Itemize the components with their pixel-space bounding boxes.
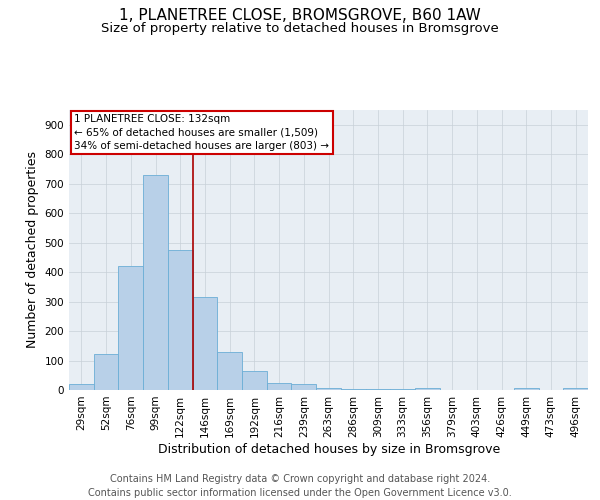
Bar bbox=[193, 297, 217, 390]
Bar bbox=[514, 388, 539, 390]
Bar bbox=[341, 388, 365, 390]
Text: Contains HM Land Registry data © Crown copyright and database right 2024.
Contai: Contains HM Land Registry data © Crown c… bbox=[88, 474, 512, 498]
Text: 1, PLANETREE CLOSE, BROMSGROVE, B60 1AW: 1, PLANETREE CLOSE, BROMSGROVE, B60 1AW bbox=[119, 8, 481, 22]
Text: 1 PLANETREE CLOSE: 132sqm
← 65% of detached houses are smaller (1,509)
34% of se: 1 PLANETREE CLOSE: 132sqm ← 65% of detac… bbox=[74, 114, 329, 150]
Text: Size of property relative to detached houses in Bromsgrove: Size of property relative to detached ho… bbox=[101, 22, 499, 35]
Bar bbox=[415, 388, 440, 390]
Bar bbox=[242, 371, 267, 390]
Bar bbox=[316, 388, 341, 390]
Bar bbox=[217, 352, 242, 390]
Bar bbox=[69, 384, 94, 390]
Bar bbox=[168, 250, 193, 390]
Bar bbox=[143, 175, 168, 390]
Bar bbox=[292, 384, 316, 390]
Bar bbox=[563, 388, 588, 390]
Bar bbox=[267, 383, 292, 390]
Bar bbox=[118, 266, 143, 390]
Bar bbox=[94, 354, 118, 390]
Text: Distribution of detached houses by size in Bromsgrove: Distribution of detached houses by size … bbox=[158, 442, 500, 456]
Y-axis label: Number of detached properties: Number of detached properties bbox=[26, 152, 39, 348]
